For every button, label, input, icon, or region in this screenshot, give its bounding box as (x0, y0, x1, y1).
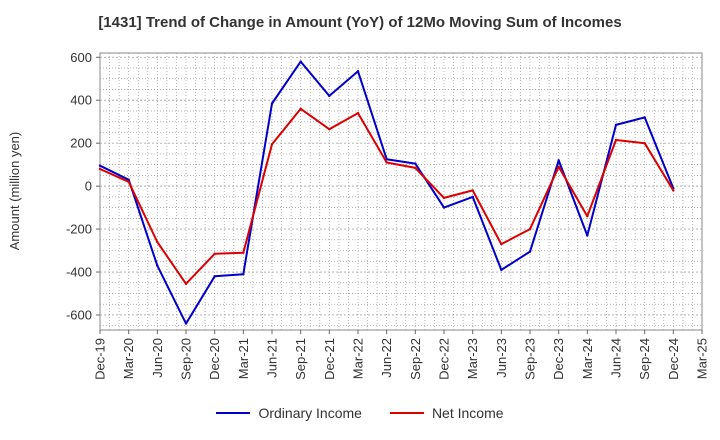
x-tick-label: Sep-21 (293, 338, 308, 380)
x-tick-label: Mar-22 (351, 338, 366, 379)
data-point-net-income (643, 141, 646, 145)
x-tick-label: Dec-19 (93, 338, 108, 380)
y-tick-label: 400 (70, 93, 92, 108)
data-point-ordinary-income (356, 70, 360, 73)
data-point-ordinary-income (328, 94, 331, 98)
x-tick-label: Jun-20 (150, 338, 165, 378)
data-point-ordinary-income (557, 159, 560, 162)
data-point-net-income (442, 196, 446, 200)
legend-item-ordinary-income: Ordinary Income (216, 405, 362, 421)
x-tick-label: Dec-21 (322, 338, 337, 380)
data-point-net-income (156, 240, 159, 244)
data-point-net-income (557, 165, 560, 169)
data-point-ordinary-income (184, 322, 188, 325)
x-tick-label: Jun-24 (609, 338, 624, 378)
plot-frame (99, 52, 703, 331)
data-point-net-income (242, 251, 245, 254)
x-tick-label: Sep-22 (408, 338, 423, 380)
data-point-ordinary-income (98, 164, 102, 167)
data-point-ordinary-income (299, 60, 302, 63)
data-point-net-income (127, 180, 130, 184)
x-tick-label: Sep-24 (637, 338, 652, 380)
x-tick-label: Dec-20 (207, 338, 222, 380)
chart-title: [1431] Trend of Change in Amount (YoY) o… (98, 14, 622, 31)
x-tick-label: Mar-21 (236, 338, 251, 379)
x-tick-label: Mar-20 (121, 338, 136, 379)
x-tick-label: Sep-23 (523, 338, 538, 380)
data-point-ordinary-income (614, 123, 618, 127)
legend-label-ordinary-income: Ordinary Income (258, 405, 362, 421)
data-point-net-income (471, 189, 474, 192)
x-tick-label: Dec-23 (551, 338, 566, 380)
legend: Ordinary Income Net Income (0, 405, 720, 421)
x-tick-label: Mar-24 (580, 338, 595, 379)
series-layer (98, 60, 675, 325)
data-point-ordinary-income (528, 250, 532, 253)
data-point-ordinary-income (156, 264, 159, 267)
data-point-net-income (614, 138, 618, 142)
data-point-net-income (270, 143, 274, 146)
data-point-ordinary-income (471, 195, 474, 199)
y-axis-label: Amount (million yen) (7, 132, 22, 251)
data-point-ordinary-income (643, 116, 646, 119)
data-point-net-income (184, 282, 188, 286)
data-point-ordinary-income (414, 162, 417, 165)
data-point-net-income (414, 166, 417, 170)
y-tick-label: -600 (66, 307, 92, 322)
data-point-net-income (213, 252, 216, 255)
x-tick-label: Dec-22 (437, 338, 452, 380)
data-point-ordinary-income (213, 275, 216, 278)
y-tick-label: 200 (70, 136, 92, 151)
y-tick-label: 0 (85, 179, 92, 194)
legend-swatch-ordinary-income (216, 412, 251, 414)
axis-layer: 600 400 200 0 -200 -400 -600 Dec-19 Mar-20 Jun-20… (66, 50, 710, 380)
y-tick-label: -400 (66, 265, 92, 280)
legend-label-net-income: Net Income (431, 405, 504, 421)
data-point-net-income (586, 214, 589, 218)
data-point-ordinary-income (442, 206, 446, 209)
grid-layer (99, 52, 703, 331)
y-tick-label: -200 (66, 222, 92, 237)
data-point-ordinary-income (270, 102, 274, 105)
x-tick-label: Mar-23 (465, 338, 480, 379)
x-tick-label: Mar-25 (695, 338, 710, 379)
data-point-net-income (98, 167, 102, 171)
data-point-net-income (500, 242, 503, 246)
data-point-net-income (672, 189, 675, 192)
data-point-ordinary-income (586, 234, 589, 237)
legend-item-net-income: Net Income (389, 405, 504, 421)
data-point-net-income (528, 227, 532, 231)
x-tick-label: Jun-23 (494, 338, 509, 378)
data-point-net-income (356, 111, 360, 115)
x-tick-label: Jun-21 (265, 338, 280, 378)
data-point-net-income (299, 107, 302, 111)
x-tick-label: Jun-22 (379, 338, 394, 378)
y-tick-label: 600 (70, 50, 92, 65)
data-point-ordinary-income (242, 272, 245, 276)
data-point-net-income (328, 128, 331, 131)
x-tick-label: Sep-20 (179, 338, 194, 380)
data-point-net-income (385, 161, 388, 164)
data-point-ordinary-income (127, 178, 130, 181)
x-tick-label: Dec-24 (666, 338, 681, 380)
data-point-ordinary-income (500, 268, 503, 272)
legend-swatch-net-income (389, 412, 424, 414)
